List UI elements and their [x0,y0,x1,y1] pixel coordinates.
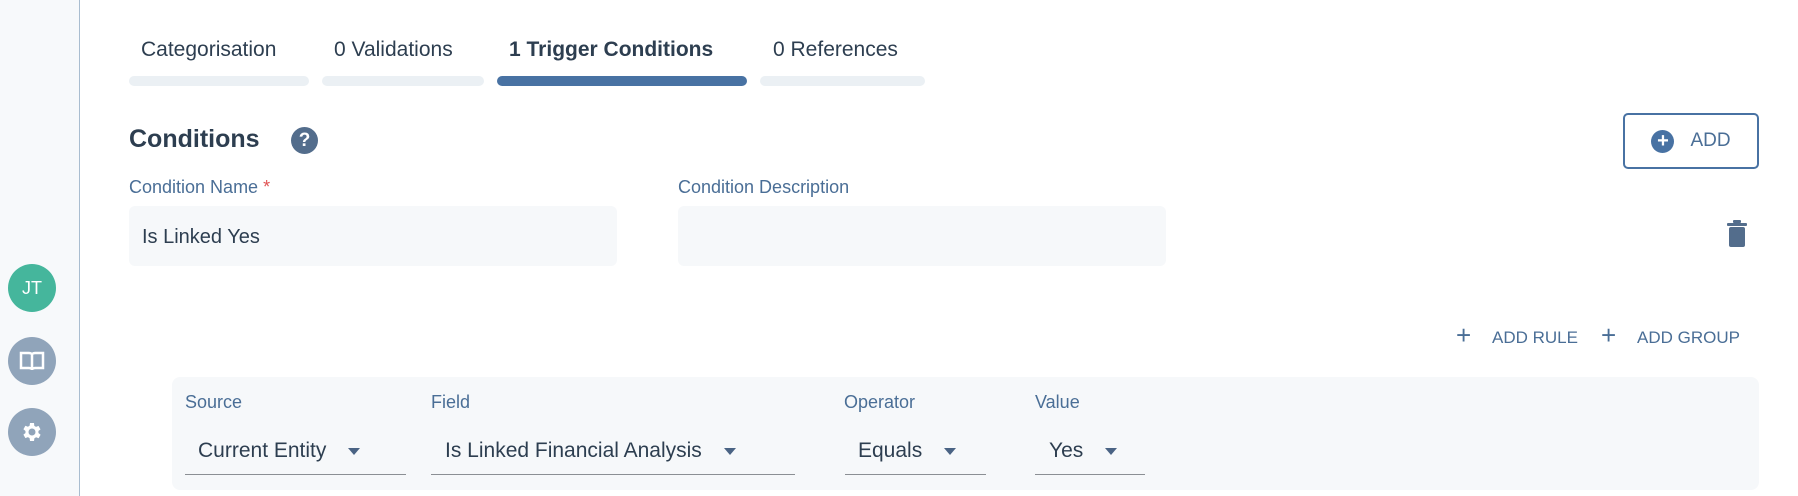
book-icon[interactable] [8,337,56,385]
add-group-button[interactable]: ADD GROUP [1637,328,1740,347]
caret-down-icon [723,447,736,455]
rule-row [172,377,1759,490]
required-mark: * [263,177,271,197]
plus-circle-icon: + [1651,129,1675,153]
add-rule-button[interactable]: ADD RULE [1492,328,1578,347]
field-value: Is Linked Financial Analysis [445,439,702,462]
value-label: Value [1035,392,1080,412]
tab-indicator-active[interactable] [497,76,747,86]
tab-indicator[interactable] [129,76,309,86]
plus-icon: + [1601,320,1617,350]
caret-down-icon [348,447,361,455]
tab-references[interactable]: 0 References [773,38,898,61]
tab-categorisation[interactable]: Categorisation [141,38,277,61]
tab-indicator[interactable] [322,76,484,86]
value-value: Yes [1049,439,1084,462]
source-label: Source [185,392,243,412]
gear-icon[interactable] [8,408,56,456]
section-title: Conditions [129,125,260,153]
operator-label: Operator [844,392,916,412]
condition-name-label: Condition Name * [129,177,271,197]
operator-value: Equals [858,439,923,462]
user-avatar[interactable]: JT [8,264,56,312]
sidebar: JT [0,0,80,496]
add-condition-button[interactable]: + ADD [1623,113,1759,169]
source-select[interactable]: Current Entity [185,428,406,475]
tab-indicator[interactable] [760,76,925,86]
field-select[interactable]: Is Linked Financial Analysis [431,428,795,475]
operator-select[interactable]: Equals [845,428,986,475]
tab-validations[interactable]: 0 Validations [334,38,453,61]
caret-down-icon [944,447,957,455]
add-label: ADD [1690,130,1731,151]
caret-down-icon [1105,447,1118,455]
source-value: Current Entity [198,439,327,462]
condition-description-input[interactable] [678,206,1166,266]
condition-name-input[interactable]: Is Linked Yes [129,206,617,266]
trash-icon[interactable] [1726,220,1748,253]
tab-trigger-conditions[interactable]: 1 Trigger Conditions [509,38,714,61]
value-select[interactable]: Yes [1035,428,1145,475]
help-icon[interactable]: ? [291,127,318,154]
condition-description-label: Condition Description [678,177,850,197]
plus-icon: + [1456,320,1472,350]
field-label: Field [431,392,471,412]
